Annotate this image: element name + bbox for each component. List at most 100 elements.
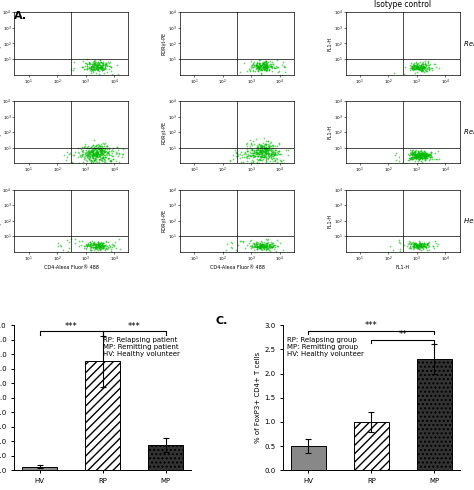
Point [416, 153, 423, 161]
Point [255, 63, 263, 71]
Point [256, 147, 264, 155]
Point [263, 240, 271, 248]
Point [418, 158, 426, 166]
Point [416, 153, 423, 161]
Point [229, 150, 237, 158]
Point [94, 150, 102, 158]
Point [425, 66, 433, 74]
Point [262, 62, 269, 70]
Point [260, 62, 267, 70]
Point [258, 141, 265, 148]
Point [237, 158, 245, 166]
Point [260, 242, 268, 250]
Point [60, 151, 68, 159]
Point [417, 149, 425, 157]
Point [262, 153, 270, 161]
Point [423, 67, 431, 75]
Point [418, 65, 426, 73]
Point [97, 63, 104, 71]
Point [413, 241, 420, 248]
Point [265, 142, 273, 150]
Point [427, 153, 435, 161]
Point [96, 242, 103, 249]
Point [103, 61, 111, 69]
Point [255, 65, 263, 73]
Point [262, 149, 269, 157]
Point [262, 60, 270, 68]
Point [421, 66, 429, 74]
Point [89, 66, 96, 74]
Point [92, 147, 100, 155]
Point [260, 59, 268, 67]
Point [237, 237, 244, 245]
Point [96, 155, 104, 163]
Point [89, 141, 97, 149]
Point [258, 142, 265, 149]
Point [239, 158, 247, 166]
Point [82, 241, 90, 249]
Point [413, 241, 421, 248]
Point [252, 149, 259, 157]
Point [417, 152, 424, 160]
Point [90, 66, 97, 74]
Point [262, 148, 269, 156]
Point [94, 238, 102, 246]
Point [86, 59, 93, 67]
Point [257, 148, 264, 156]
Point [94, 65, 101, 73]
Point [262, 154, 269, 162]
Point [98, 147, 105, 155]
Point [255, 62, 263, 70]
Point [415, 155, 423, 163]
Point [255, 143, 262, 150]
Point [415, 152, 422, 160]
Point [103, 145, 111, 153]
Point [93, 147, 100, 155]
Point [398, 159, 406, 167]
Point [81, 155, 88, 163]
Point [416, 150, 423, 158]
Point [83, 150, 91, 158]
Point [85, 241, 93, 249]
Point [256, 148, 264, 156]
Point [249, 239, 257, 247]
Point [93, 151, 100, 159]
Point [90, 246, 97, 254]
Point [65, 245, 73, 252]
Point [87, 67, 95, 75]
Point [261, 153, 268, 161]
Point [92, 244, 100, 251]
Point [247, 146, 255, 153]
Point [98, 63, 105, 71]
Point [414, 153, 421, 161]
Point [92, 245, 100, 252]
Y-axis label: FL1-H: FL1-H [328, 125, 332, 139]
Point [247, 62, 255, 70]
Point [94, 65, 101, 73]
Point [410, 150, 418, 158]
Point [414, 64, 422, 72]
Point [417, 242, 424, 249]
Point [268, 243, 275, 251]
Point [92, 242, 100, 249]
Point [425, 64, 433, 72]
Point [94, 240, 102, 248]
Point [413, 152, 420, 160]
Point [98, 147, 105, 155]
Point [99, 61, 107, 69]
Point [252, 60, 260, 68]
Point [255, 59, 263, 67]
Point [86, 147, 94, 155]
Point [256, 239, 264, 247]
Point [257, 243, 265, 251]
Point [270, 151, 278, 159]
Point [256, 240, 264, 247]
Point [260, 243, 267, 251]
Point [426, 61, 433, 69]
Point [88, 153, 95, 161]
Point [255, 243, 263, 250]
Point [98, 143, 106, 150]
Point [253, 59, 261, 67]
Point [410, 154, 418, 162]
Point [246, 66, 254, 74]
